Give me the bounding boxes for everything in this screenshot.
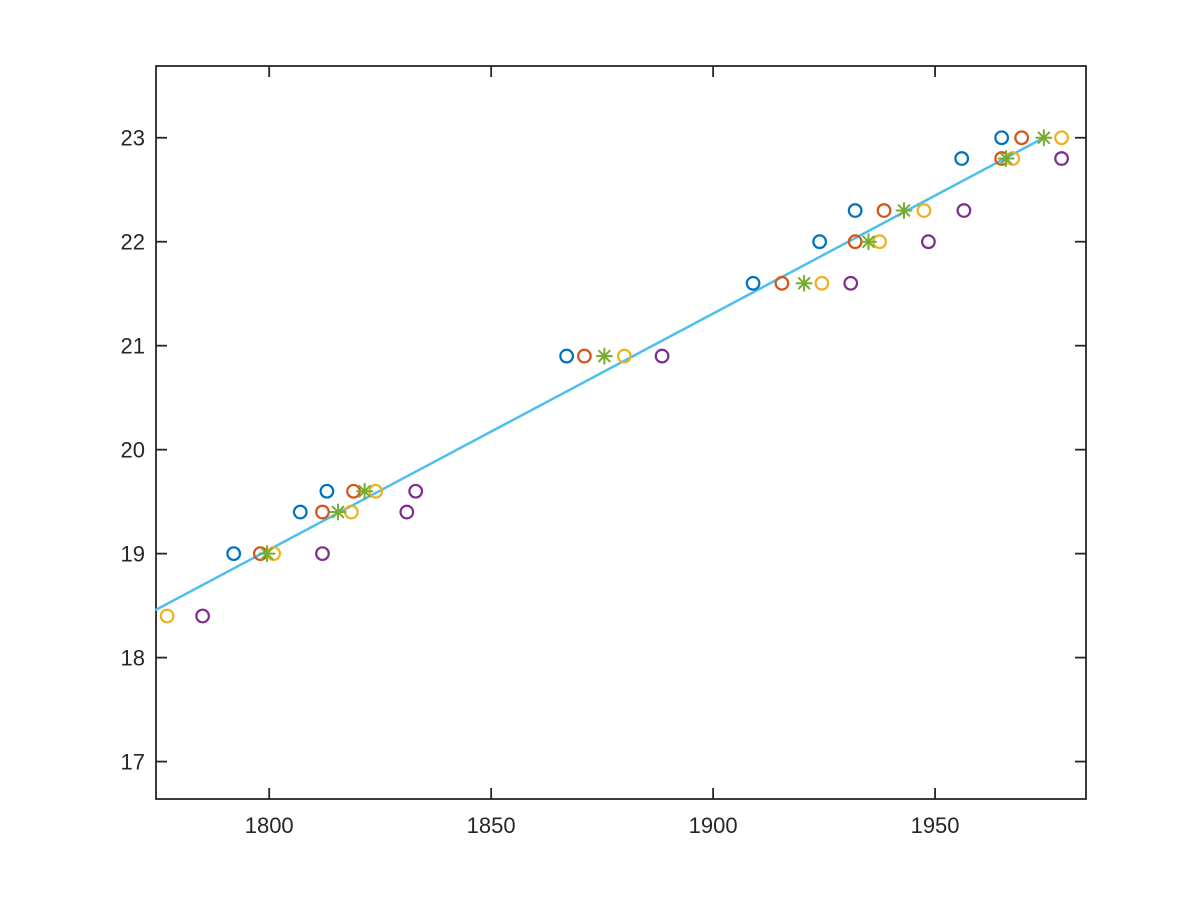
data-point-purple-circles bbox=[195, 608, 211, 624]
data-point-blue-circles bbox=[226, 546, 242, 562]
data-point-blue-circles bbox=[994, 130, 1010, 146]
y-tick-label: 19 bbox=[121, 542, 145, 567]
data-point-green-asterisks bbox=[895, 202, 913, 220]
data-point-orange-circles bbox=[315, 504, 330, 520]
data-point-green-asterisks bbox=[997, 150, 1015, 168]
data-point-orange-circles bbox=[876, 203, 892, 218]
data-point-purple-circles bbox=[956, 203, 972, 218]
data-point-green-asterisks bbox=[356, 482, 374, 500]
data-point-purple-circles bbox=[654, 348, 670, 364]
data-point-orange-circles bbox=[1014, 130, 1030, 146]
data-point-green-asterisks bbox=[595, 347, 613, 365]
data-point-green-asterisks bbox=[329, 503, 347, 521]
y-tick-label: 21 bbox=[121, 334, 145, 359]
x-tick-label: 1850 bbox=[467, 813, 516, 838]
x-tick-label: 1800 bbox=[245, 813, 294, 838]
axes-box bbox=[155, 65, 1087, 800]
data-point-blue-circles bbox=[745, 275, 761, 291]
y-tick-label: 17 bbox=[121, 750, 145, 775]
data-point-yellow-circles bbox=[616, 348, 632, 364]
data-point-blue-circles bbox=[812, 234, 828, 250]
y-tick-label: 18 bbox=[121, 646, 145, 671]
x-tick-label: 1900 bbox=[689, 813, 738, 838]
data-point-yellow-circles bbox=[814, 275, 830, 291]
data-point-yellow-circles bbox=[159, 608, 175, 624]
data-point-purple-circles bbox=[399, 504, 415, 520]
data-point-blue-circles bbox=[954, 151, 970, 166]
data-point-blue-circles bbox=[559, 348, 575, 364]
data-point-yellow-circles bbox=[343, 504, 359, 520]
data-point-orange-circles bbox=[576, 348, 592, 364]
data-point-yellow-circles bbox=[1054, 130, 1069, 146]
data-point-purple-circles bbox=[843, 275, 859, 291]
data-point-green-asterisks bbox=[795, 274, 813, 292]
data-point-yellow-circles bbox=[916, 203, 932, 218]
data-point-green-asterisks bbox=[258, 545, 276, 563]
data-point-blue-circles bbox=[847, 203, 863, 218]
data-point-purple-circles bbox=[408, 483, 424, 499]
data-point-blue-circles bbox=[292, 504, 308, 520]
y-tick-label: 22 bbox=[121, 230, 145, 255]
data-point-green-asterisks bbox=[1035, 129, 1053, 147]
y-tick-label: 23 bbox=[121, 126, 145, 151]
data-point-purple-circles bbox=[921, 234, 936, 250]
data-point-purple-circles bbox=[315, 546, 330, 562]
data-point-green-asterisks bbox=[859, 233, 877, 251]
data-point-orange-circles bbox=[774, 275, 790, 291]
y-tick-label: 20 bbox=[121, 438, 145, 463]
data-point-blue-circles bbox=[319, 483, 335, 499]
data-point-purple-circles bbox=[1054, 151, 1069, 166]
fit-line bbox=[154, 136, 1046, 612]
x-tick-label: 1950 bbox=[911, 813, 960, 838]
